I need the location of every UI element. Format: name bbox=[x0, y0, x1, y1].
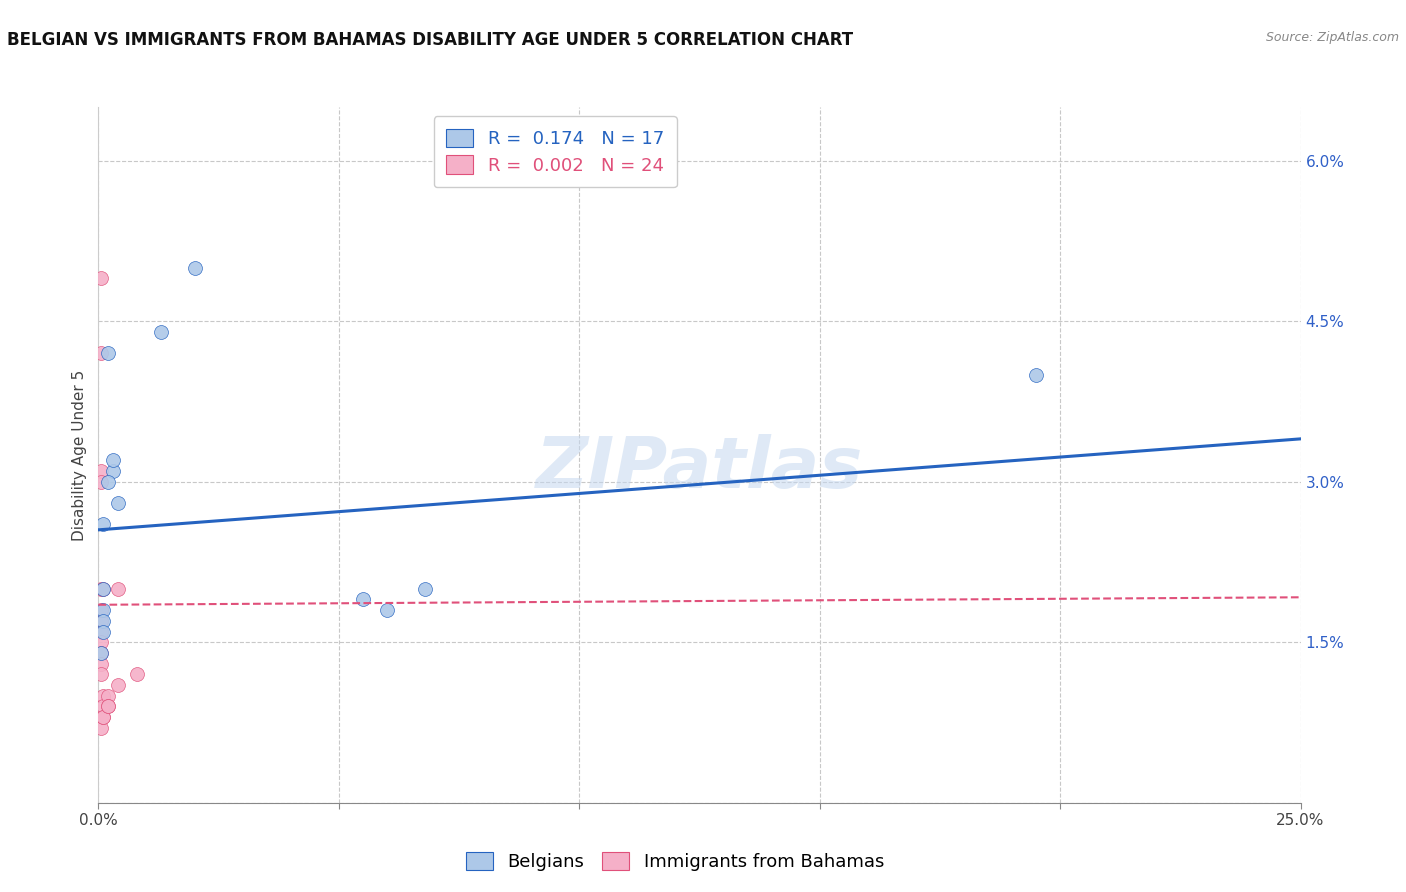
Legend: Belgians, Immigrants from Bahamas: Belgians, Immigrants from Bahamas bbox=[458, 845, 891, 879]
Point bbox=[97, 699, 120, 714]
Point bbox=[107, 582, 129, 596]
Point bbox=[90, 475, 112, 489]
Y-axis label: Disability Age Under 5: Disability Age Under 5 bbox=[72, 369, 87, 541]
Point bbox=[90, 657, 112, 671]
Point bbox=[90, 646, 112, 660]
Point bbox=[90, 635, 112, 649]
Point bbox=[97, 475, 120, 489]
Point bbox=[149, 325, 172, 339]
Point bbox=[91, 710, 114, 724]
Point bbox=[91, 710, 114, 724]
Text: BELGIAN VS IMMIGRANTS FROM BAHAMAS DISABILITY AGE UNDER 5 CORRELATION CHART: BELGIAN VS IMMIGRANTS FROM BAHAMAS DISAB… bbox=[7, 31, 853, 49]
Point bbox=[97, 699, 120, 714]
Text: Source: ZipAtlas.com: Source: ZipAtlas.com bbox=[1265, 31, 1399, 45]
Point bbox=[97, 689, 120, 703]
Point bbox=[91, 603, 114, 617]
Point bbox=[91, 582, 114, 596]
Point bbox=[90, 624, 112, 639]
Point bbox=[91, 582, 114, 596]
Point bbox=[1025, 368, 1047, 382]
Point bbox=[90, 646, 112, 660]
Point bbox=[90, 603, 112, 617]
Point bbox=[90, 614, 112, 628]
Point bbox=[91, 614, 114, 628]
Point bbox=[90, 721, 112, 735]
Text: ZIPatlas: ZIPatlas bbox=[536, 434, 863, 503]
Point bbox=[352, 592, 374, 607]
Point bbox=[101, 453, 124, 467]
Point bbox=[125, 667, 148, 681]
Point bbox=[91, 624, 114, 639]
Point bbox=[107, 678, 129, 692]
Point bbox=[375, 603, 398, 617]
Point bbox=[107, 496, 129, 510]
Point bbox=[90, 582, 112, 596]
Point bbox=[90, 271, 112, 285]
Point bbox=[101, 464, 124, 478]
Legend: R =  0.174   N = 17, R =  0.002   N = 24: R = 0.174 N = 17, R = 0.002 N = 24 bbox=[433, 116, 676, 187]
Point bbox=[415, 582, 437, 596]
Point bbox=[90, 464, 112, 478]
Point bbox=[97, 346, 120, 360]
Point bbox=[90, 346, 112, 360]
Point bbox=[90, 667, 112, 681]
Point bbox=[91, 517, 114, 532]
Point bbox=[183, 260, 205, 275]
Point bbox=[91, 689, 114, 703]
Point bbox=[91, 699, 114, 714]
